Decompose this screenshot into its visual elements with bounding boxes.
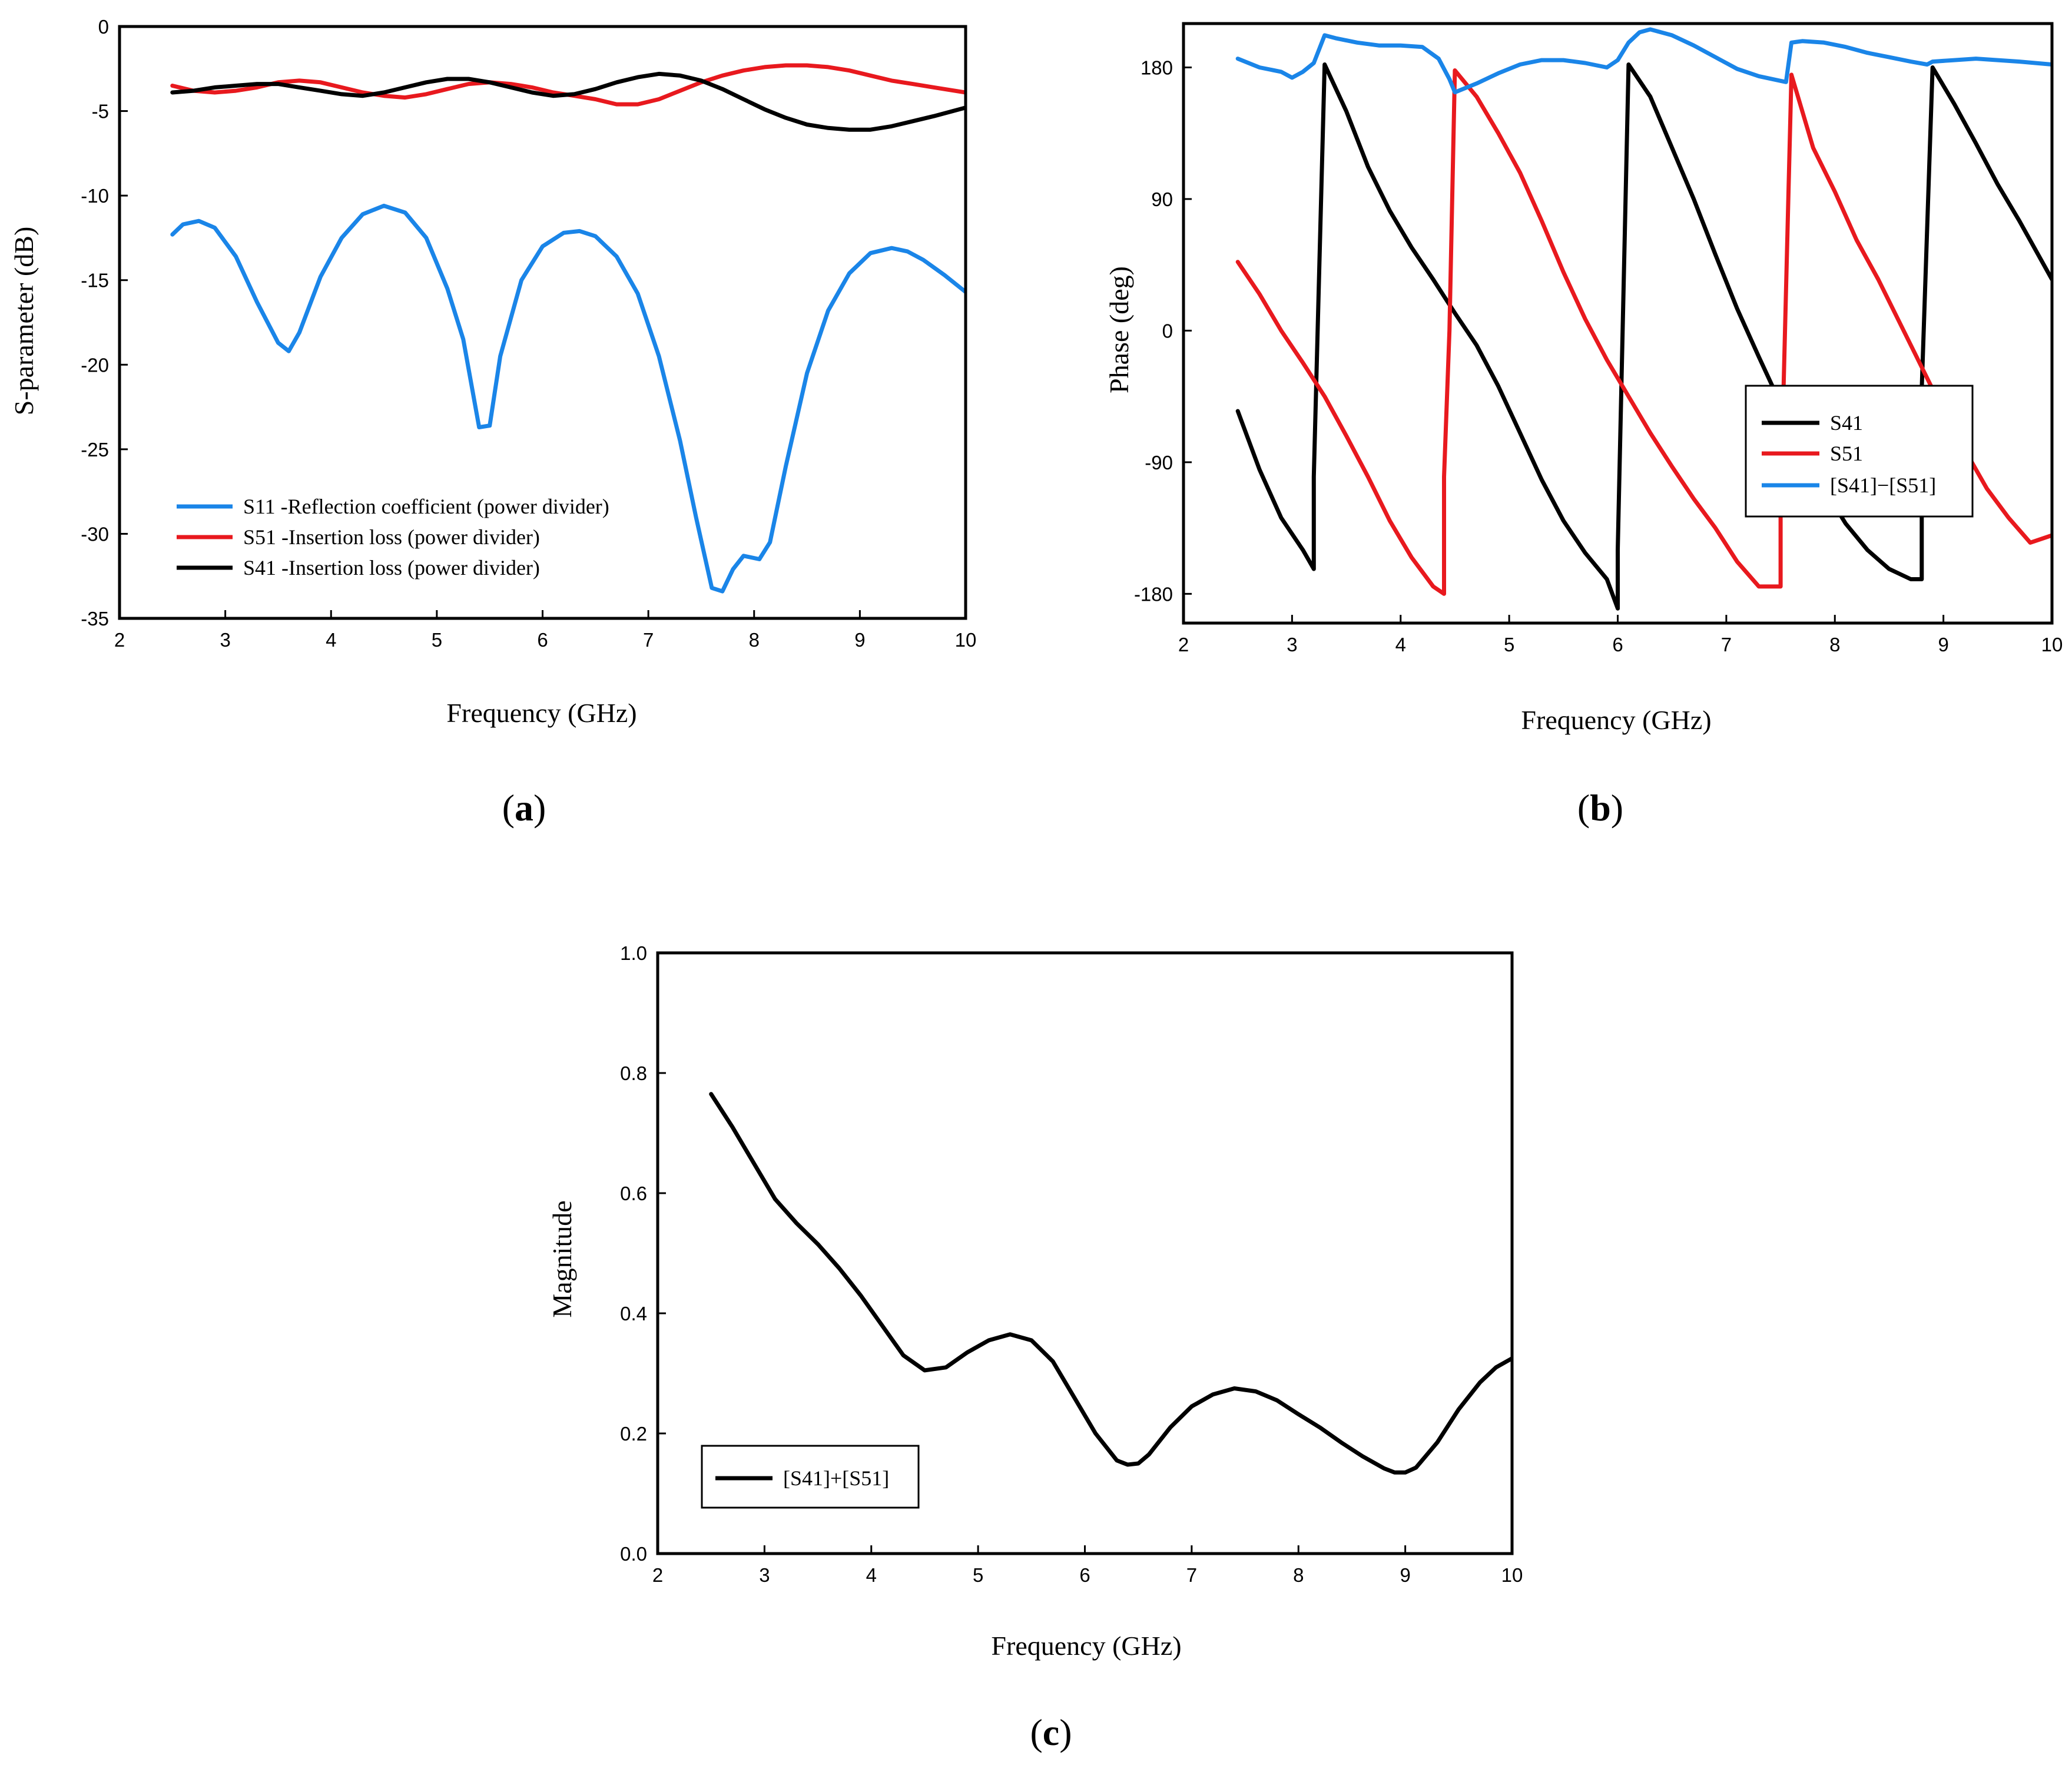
panel-b-y-tick-label: 90 <box>1151 188 1173 210</box>
panel-b-legend-label-diff: [S41]−[S51] <box>1830 473 1936 497</box>
panel-a-legend-label-s11: S11 -Reflection coefficient (power divid… <box>243 495 609 518</box>
panel-c-x-tick-label: 4 <box>866 1564 877 1586</box>
panel-a-x-tick-label: 7 <box>643 629 654 651</box>
panel-a-x-tick-label: 10 <box>955 629 977 651</box>
panel-b-legend-box <box>1745 385 1974 518</box>
panel-b-series-2-line <box>1235 27 2052 95</box>
panel-a-y-tick-label: -5 <box>92 101 109 122</box>
panel-a-caption-letter: a <box>515 787 533 829</box>
panel-a-curves <box>170 63 966 594</box>
panel-c-x-tick-label: 8 <box>1293 1564 1304 1586</box>
panel-a-legend-label-s51: S51 -Insertion loss (power divider) <box>243 525 540 549</box>
panel-b-y-tick-label: 0 <box>1162 320 1173 342</box>
panel-c-y-tick-label: 1.0 <box>620 942 647 964</box>
panel-b-x-tick-label: 8 <box>1829 634 1840 655</box>
panel-c-y-tick-label: 0.0 <box>620 1543 647 1565</box>
panel-a-legend-label-s41: S41 -Insertion loss (power divider) <box>243 556 540 579</box>
panel-c-y-tick-label: 0.6 <box>620 1183 647 1204</box>
panel-a-series-2-line <box>170 71 966 132</box>
panel-c-legend-label: [S41]+[S51] <box>783 1466 889 1490</box>
panel-b-x-tick-label: 2 <box>1178 634 1189 655</box>
panel-a-legend: S11 -Reflection coefficient (power divid… <box>177 495 609 579</box>
panel-a-x-tick-label: 6 <box>537 629 548 651</box>
panel-b-x-tick-label: 7 <box>1721 634 1732 655</box>
panel-b-caption-letter: b <box>1590 787 1611 829</box>
panel-c-caption: (c) <box>1030 1711 1072 1753</box>
panel-c-x-tick-label: 10 <box>1501 1564 1523 1586</box>
panel-c-x-tick-label: 3 <box>759 1564 770 1586</box>
panel-c-x-tick-label: 2 <box>652 1564 663 1586</box>
panel-c-y-tick-label: 0.2 <box>620 1423 647 1445</box>
panel-a-x-tick-label: 5 <box>432 629 442 651</box>
panel-b-x-tick-label: 3 <box>1287 634 1297 655</box>
panel-a-y-tick-label: -10 <box>81 185 109 207</box>
panel-a-x-tick-label: 4 <box>326 629 336 651</box>
panel-b-ticks: 2 3 4 5 6 7 8 9 10 180 90 0 -90 -180 <box>1134 57 2063 655</box>
panel-b-series-1-line <box>1235 68 2052 596</box>
panel-c-y-axis-label: Magnitude <box>547 1200 577 1317</box>
panel-a-y-tick-label: -20 <box>81 354 109 376</box>
panel-a-y-tick-label: -35 <box>81 608 109 630</box>
panel-a-plot-frame <box>118 25 967 620</box>
panel-c-y-tick-label: 0.8 <box>620 1062 647 1084</box>
panel-a-x-axis-label: Frequency (GHz) <box>446 698 636 728</box>
panel-a-x-tick-label: 2 <box>114 629 125 651</box>
panel-a-x-tick-label: 8 <box>749 629 760 651</box>
panel-c-ticks: 2 3 4 5 6 7 8 9 10 0.0 0.2 0.4 0.6 0.8 1.0 <box>620 942 1523 1586</box>
panel-b-plot-frame <box>1182 22 2054 625</box>
panel-c-caption-letter: c <box>1043 1711 1059 1753</box>
panel-c-series-0-line <box>709 1092 1512 1475</box>
panel-b-caption: (b) <box>1577 787 1623 829</box>
panel-a: 2 3 4 5 6 7 8 9 10 0 -5 -10 -15 -20 -25 -30 -35 Frequenc… <box>9 16 976 829</box>
panel-b-x-axis-label: Frequency (GHz) <box>1521 705 1711 735</box>
panel-c-x-axis-label: Frequency (GHz) <box>991 1631 1181 1661</box>
panel-c-x-tick-label: 5 <box>973 1564 983 1586</box>
panel-c-curves <box>709 1092 1512 1475</box>
panel-b-legend-label-s51: S51 <box>1830 442 1863 465</box>
panel-b-x-tick-label: 4 <box>1395 634 1406 655</box>
panel-c-x-tick-label: 6 <box>1079 1564 1090 1586</box>
panel-c-x-tick-label: 9 <box>1400 1564 1410 1586</box>
panel-a-y-tick-label: -25 <box>81 439 109 461</box>
panel-a-x-tick-label: 9 <box>854 629 865 651</box>
panel-a-y-axis-label: S-parameter (dB) <box>9 227 39 416</box>
panel-b-legend-label-s41: S41 <box>1830 411 1863 435</box>
panel-c-legend: [S41]+[S51] <box>701 1445 920 1509</box>
panel-c: 2 3 4 5 6 7 8 9 10 0.0 0.2 0.4 0.6 0.8 1.0 Frequency (… <box>547 942 1523 1753</box>
panel-c-y-tick-label: 0.4 <box>620 1303 647 1324</box>
panel-b-y-axis-label: Phase (deg) <box>1104 266 1134 393</box>
panel-b-legend: S41 S51 [S41]−[S51] <box>1745 385 1974 518</box>
panel-b-x-tick-label: 10 <box>2041 634 2063 655</box>
panel-b-y-tick-label: -180 <box>1134 583 1173 605</box>
panel-b-y-tick-label: -90 <box>1145 452 1173 473</box>
panel-a-caption: (a) <box>502 787 546 829</box>
panel-a-x-tick-label: 3 <box>220 629 230 651</box>
panel-a-series-0-line <box>170 203 966 594</box>
panel-b-curves <box>1235 27 2052 611</box>
panel-b-series-0-line <box>1235 62 2052 611</box>
panel-a-y-tick-label: 0 <box>98 16 109 38</box>
panel-a-y-tick-label: -15 <box>81 270 109 292</box>
panel-b-y-tick-label: 180 <box>1141 57 1173 78</box>
panel-c-plot-frame <box>656 951 1514 1555</box>
panel-a-ticks: 2 3 4 5 6 7 8 9 10 0 -5 -10 -15 -20 -25 -30 -35 <box>81 16 976 651</box>
panel-b-x-tick-label: 6 <box>1612 634 1623 655</box>
panel-c-x-tick-label: 7 <box>1186 1564 1197 1586</box>
panel-b-x-tick-label: 5 <box>1504 634 1514 655</box>
panel-a-y-tick-label: -30 <box>81 523 109 545</box>
panel-b-x-tick-label: 9 <box>1938 634 1948 655</box>
